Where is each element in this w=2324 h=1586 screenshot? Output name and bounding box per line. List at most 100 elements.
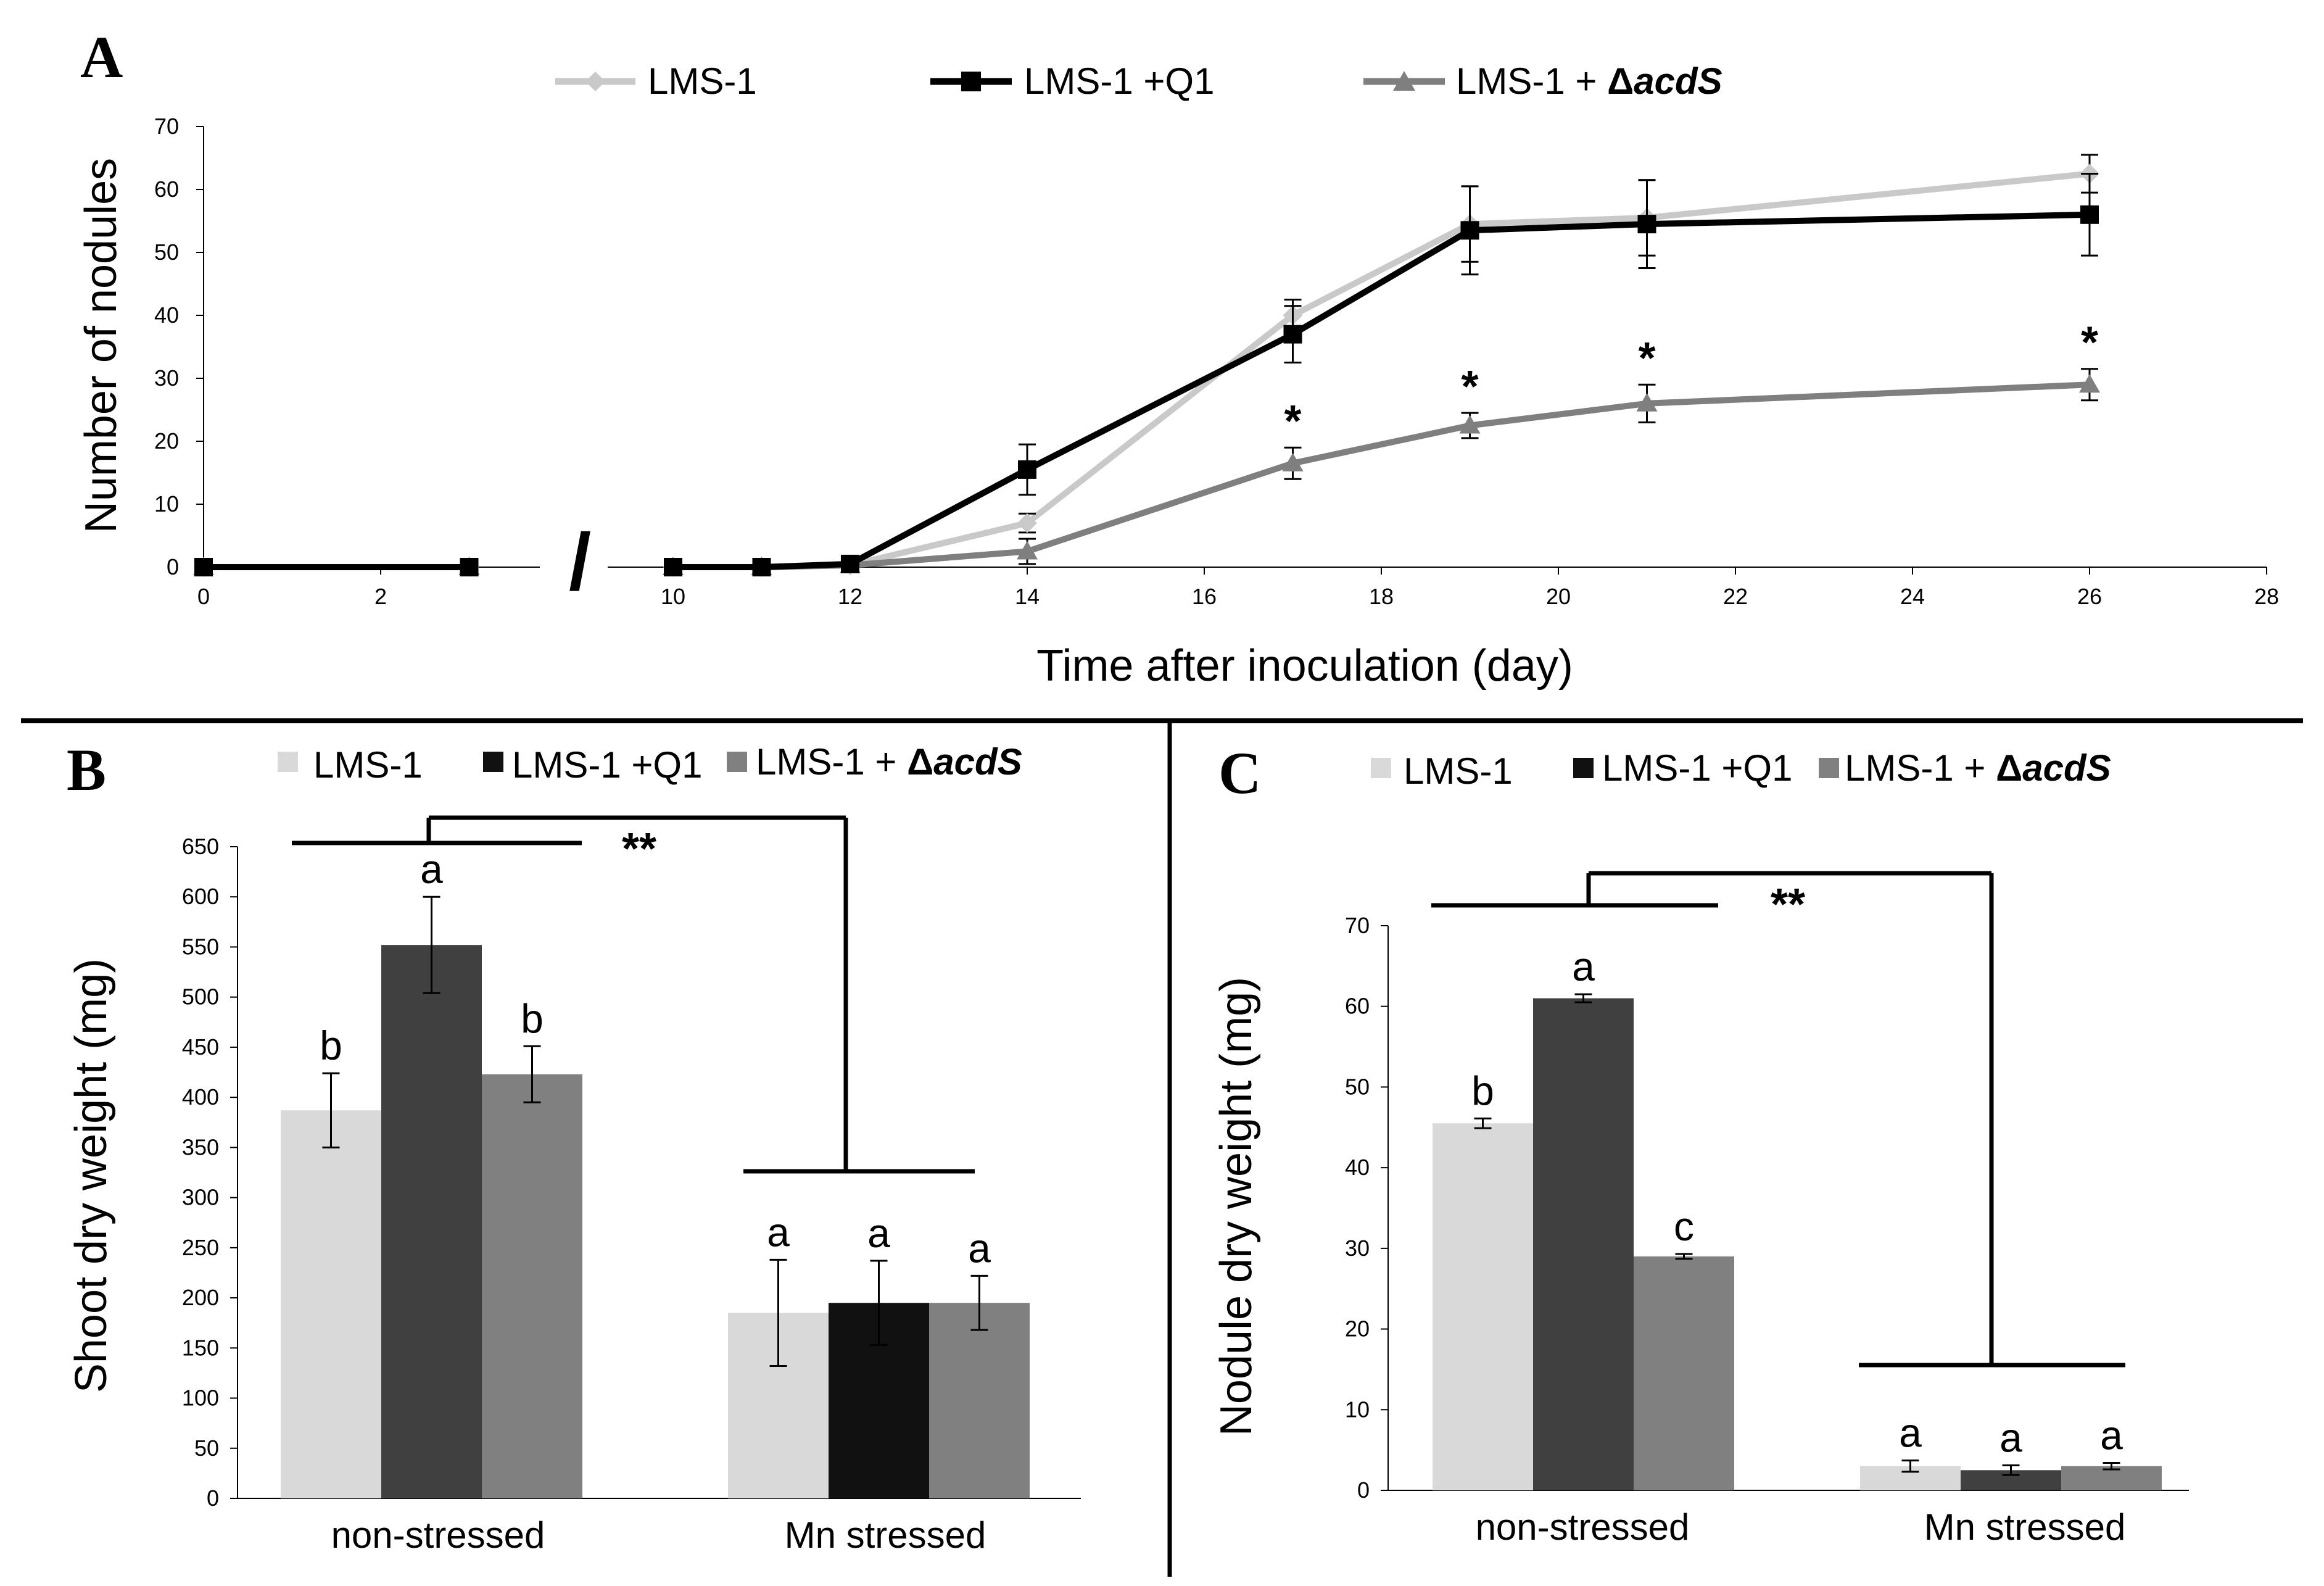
panel-a-x-tick-label: 28 (2254, 584, 2279, 609)
panel-c-y-tick-label: 70 (1345, 913, 1370, 938)
data-point-square-icon (460, 558, 479, 576)
legend-c-acds-delta: Δ (1996, 747, 2022, 789)
legend-a-lms1: LMS-1 (555, 60, 757, 102)
panel-c-category-label: non-stressed (1476, 1506, 1690, 1548)
panel-b-y-tick-label: 500 (182, 984, 219, 1010)
data-point-diamond-icon (1017, 513, 1037, 533)
panel-b-y-tick-label: 0 (207, 1485, 219, 1511)
panel-a-y-tick-label: 40 (154, 302, 179, 328)
legend-b-acds-swatch (727, 752, 747, 772)
panel-c-significance-label: ** (1771, 880, 1805, 929)
data-point-square-icon (2080, 205, 2099, 224)
panel-a-legend: LMS-1 LMS-1 +Q1 LMS-1 + ΔacdS (555, 60, 1722, 102)
legend-a-lms1-label: LMS-1 (648, 60, 757, 102)
panel-c-legend: LMS-1 LMS-1 +Q1 LMS-1 + ΔacdS (1371, 747, 2111, 792)
data-point-square-icon (664, 558, 682, 576)
panel-c-bar (1634, 1256, 1734, 1490)
legend-b-lms1-swatch (278, 752, 298, 772)
data-point-square-icon (1460, 221, 1479, 240)
legend-a-triangle-icon (1393, 71, 1415, 91)
panel-c-y-tick-label: 20 (1345, 1316, 1370, 1342)
panel-b-significance-bracket (292, 815, 975, 1174)
significance-asterisk: * (1461, 362, 1478, 412)
legend-a-acds-italic: acdS (1634, 60, 1722, 102)
panel-b-y-tick-label: 350 (182, 1134, 219, 1160)
series-line-square-1 (673, 211, 2090, 570)
panel-c-bar (1433, 1123, 1533, 1490)
panel-c-y-tick-label: 40 (1345, 1155, 1370, 1180)
panel-b-letter: B (67, 737, 106, 803)
legend-a-acds-label-pre: LMS-1 + (1456, 60, 1607, 102)
legend-c-lms1-label: LMS-1 (1404, 750, 1513, 792)
panel-a-y-tick-label: 20 (154, 428, 179, 454)
panel-c-bar (1533, 998, 1634, 1490)
panel-b-group-letter: a (420, 846, 443, 892)
panel-c-y-axis-label: Nodule dry weight (mg) (1212, 977, 1261, 1436)
panel-a-y-tick-label: 60 (154, 176, 179, 202)
legend-a-q1-label: LMS-1 +Q1 (1024, 60, 1214, 102)
panel-a-axes: 0 10 20 30 40 50 60 70 0 2 10 12 14 16 18 20 22 24 26 28 (154, 114, 2279, 609)
legend-b-acds-italic: acdS (933, 741, 1022, 783)
legend-b-q1-label: LMS-1 +Q1 (512, 744, 702, 786)
legend-c-acds-label: LMS-1 + ΔacdS (1845, 747, 2111, 789)
panel-b-y-tick-label: 600 (182, 884, 219, 909)
panel-b-group-letter: b (521, 995, 544, 1041)
panel-a-significance: * * * * (1284, 318, 2098, 447)
legend-b-q1-swatch (483, 752, 503, 772)
panel-a-letter: A (80, 24, 123, 90)
panel-c-letter: C (1218, 740, 1261, 806)
panel-b-group-letter: b (320, 1023, 342, 1068)
panel-b-bar (381, 945, 482, 1498)
panel-a-x-tick-label: 12 (838, 584, 862, 609)
panel-a-x-tick-label: 0 (197, 584, 210, 609)
panel-b-category-label: non-stressed (331, 1514, 545, 1556)
series-line-diamond-1 (673, 170, 2090, 570)
panel-a-series (193, 154, 2100, 577)
panel-b-significance-label: ** (622, 824, 656, 874)
panel-b-axes: 0 50 100 150 200 250 300 350 400 450 500 550 600 650 n… (182, 834, 1081, 1556)
panel-a-x-tick-label: 2 (374, 584, 387, 609)
significance-asterisk: * (2081, 318, 2098, 368)
panel-c-group-letter: a (1572, 944, 1595, 989)
panel-c-group-letter: a (2100, 1413, 2123, 1458)
panel-a-y-tick-label: 50 (154, 239, 179, 265)
panel-a-x-tick-label: 18 (1369, 584, 1394, 609)
significance-asterisk: * (1638, 334, 1655, 383)
legend-b-lms1-label: LMS-1 (313, 744, 423, 786)
panel-b-legend: LMS-1 LMS-1 +Q1 LMS-1 + ΔacdS (278, 741, 1022, 786)
panel-c: LMS-1 LMS-1 +Q1 LMS-1 + ΔacdS Nodule dry… (1212, 747, 2189, 1548)
panel-c-bars: b a a a c a (1433, 944, 2162, 1490)
panel-b-y-tick-label: 100 (182, 1385, 219, 1411)
panel-a-x-tick-label: 26 (2077, 584, 2102, 609)
panel-a-y-axis-label: Number of nodules (77, 158, 126, 533)
panel-a-axis-break: / (569, 517, 591, 607)
data-point-square-icon (1018, 460, 1036, 479)
panel-a-y-tick-label: 0 (167, 554, 179, 579)
panel-a-y-tick-label: 70 (154, 114, 179, 139)
panel-a-x-axis-label: Time after inoculation (day) (1036, 641, 1573, 691)
panel-c-y-tick-label: 50 (1345, 1074, 1370, 1099)
panel-b-category-label: Mn stressed (785, 1514, 986, 1556)
legend-c-q1-swatch (1573, 758, 1594, 778)
panel-b-y-tick-label: 550 (182, 934, 219, 959)
panel-c-significance-bracket (1431, 871, 2125, 1368)
data-point-square-icon (1283, 325, 1302, 344)
legend-a-acds-label: LMS-1 + ΔacdS (1456, 60, 1722, 102)
panel-c-group-letter: a (1999, 1414, 2022, 1460)
panel-c-y-tick-label: 60 (1345, 994, 1370, 1019)
panel-a-x-tick-label: 22 (1723, 584, 1748, 609)
panel-b-y-tick-label: 400 (182, 1084, 219, 1110)
data-point-triangle-icon (1282, 452, 1304, 471)
data-point-square-icon (752, 558, 771, 576)
legend-c-acds-label-pre: LMS-1 + (1845, 747, 1996, 789)
legend-b-acds-label-pre: LMS-1 + (756, 741, 907, 783)
panel-a-x-tick-label: 24 (1900, 584, 1925, 609)
panel-b-y-tick-label: 200 (182, 1285, 219, 1310)
panel-b-y-axis-label: Shoot dry weight (mg) (67, 958, 116, 1393)
panel-b-y-tick-label: 150 (182, 1335, 219, 1360)
panel-a-x-tick-label: 20 (1546, 584, 1571, 609)
legend-c-acds-italic: acdS (2022, 747, 2111, 789)
panel-b-group-letter: a (867, 1210, 890, 1256)
legend-a-acds: LMS-1 + ΔacdS (1363, 60, 1722, 102)
